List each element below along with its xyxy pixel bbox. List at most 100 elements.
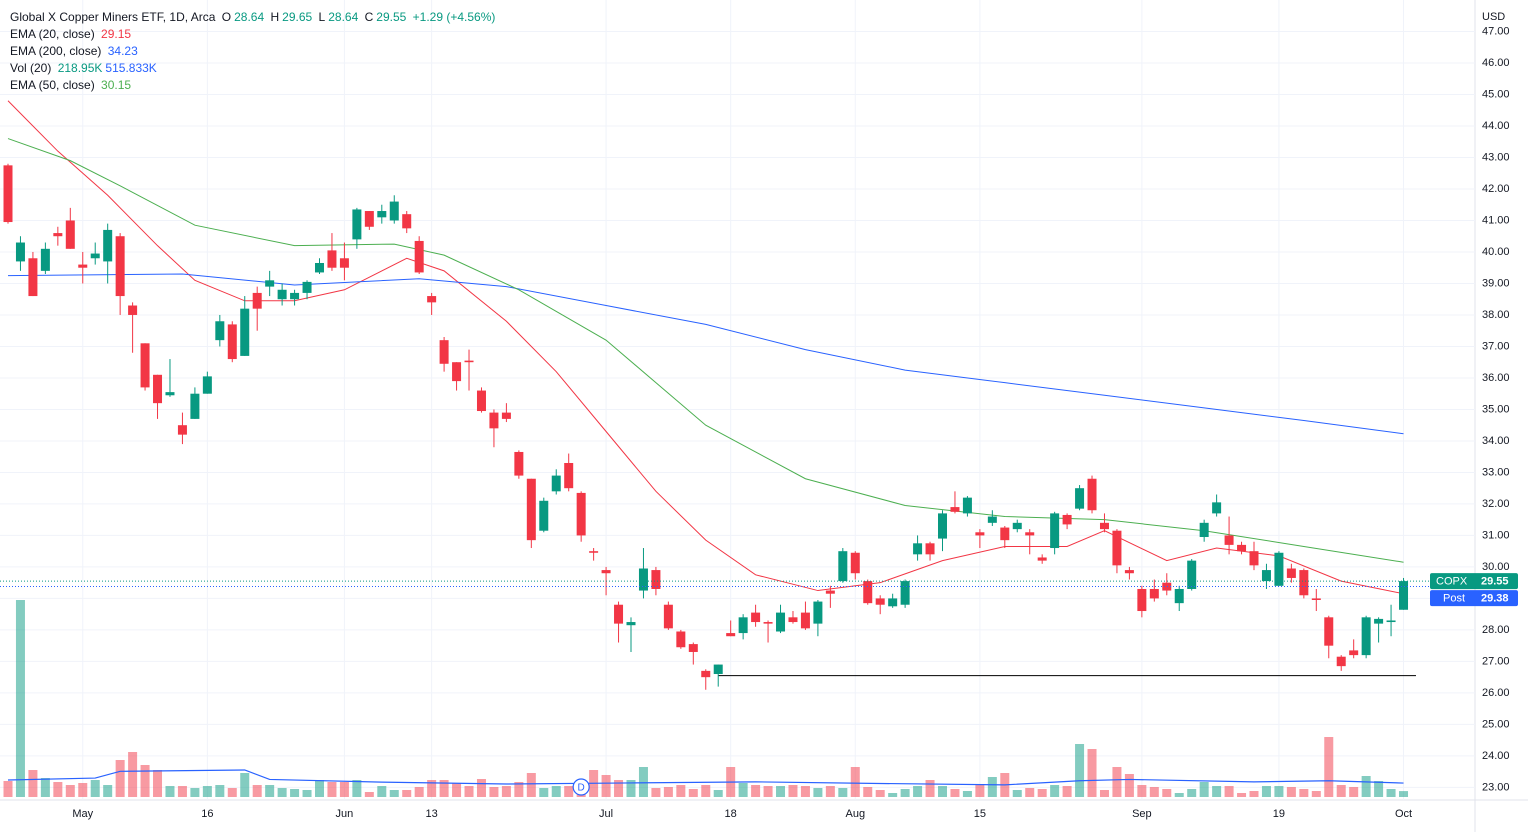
candle-body [987,516,997,523]
candle-body [925,543,935,555]
candle-body [726,633,736,637]
candle-body [900,581,910,605]
indicator-name: EMA (200, close) [10,44,102,58]
y-tick-label: 35.00 [1482,403,1510,415]
ohlc-value: 29.65 [282,10,313,24]
y-tick-label: 45.00 [1482,88,1510,100]
volume-bar [1349,787,1359,797]
y-tick-label: 36.00 [1482,372,1510,384]
candle-body [489,412,499,429]
candle-body [1174,588,1184,604]
candle-body [277,289,287,300]
volume-bar [1212,786,1222,797]
candle-body [701,670,711,678]
candle-body [614,604,624,624]
x-tick-label: 13 [426,808,438,820]
volume-bar [913,786,923,797]
ohlc-label: O [221,10,232,24]
candle-body [452,362,462,382]
candle-body [526,478,536,541]
candle-body [564,462,574,489]
candle-body [302,281,312,293]
volume-bar [701,785,711,797]
volume-bar [751,785,761,797]
candle-body [1311,598,1321,600]
volume-bar [327,782,337,797]
indicator-line: EMA (50, close) 30.15 [10,77,498,94]
candle-body [1237,544,1247,552]
y-tick-label: 27.00 [1482,655,1510,667]
volume-bar [265,785,275,797]
candle-body [65,220,75,249]
candle-body [1062,514,1072,525]
volume-bar [1137,785,1147,797]
candle-body [1374,618,1384,624]
y-tick-label: 37.00 [1482,340,1510,352]
y-tick-label: 26.00 [1482,687,1510,699]
candle-body [1199,522,1209,538]
volume-bar [763,786,773,797]
y-axis-label: USD [1482,11,1505,23]
volume-bar [177,786,187,797]
y-tick-label: 28.00 [1482,624,1510,636]
y-tick-label: 23.00 [1482,781,1510,793]
y-tick-label: 43.00 [1482,151,1510,163]
volume-bar [564,786,574,797]
candle-body [128,305,138,315]
candle-body [663,604,673,629]
volume-bar [1399,791,1409,797]
candle-body [1162,582,1172,591]
volume-bar [315,780,324,797]
volume-bar [352,780,362,797]
candle-body [1386,620,1396,623]
volume-bar [389,790,399,797]
candle-body [78,264,88,268]
y-tick-label: 32.00 [1482,498,1510,510]
candle-body [290,292,300,300]
volume-bar [128,752,138,797]
indicator-value: 30.15 [101,78,132,92]
volume-bar [140,765,150,797]
volume-bar [1237,793,1247,797]
volume-bar [1249,791,1259,797]
y-tick-label: 47.00 [1482,25,1510,37]
volume-bar [1087,749,1097,797]
volume-bar [302,790,312,797]
candle-body [676,631,686,648]
x-tick-label: Aug [845,808,865,820]
volume-bar [962,791,972,797]
y-tick-label: 30.00 [1482,561,1510,573]
volume-bar [1162,789,1172,797]
post-tag-label: Post [1443,593,1465,605]
candle-body [1087,478,1097,511]
x-tick-label: 16 [201,808,213,820]
volume-bar [676,785,686,797]
indicator-name: Vol (20) [10,61,52,75]
event-marker [572,778,590,796]
candle-body [103,229,113,262]
candle-body [1050,513,1060,549]
candle-body [888,598,898,607]
volume-bar [1311,791,1321,797]
candle-body [1261,570,1271,582]
candle-body [389,201,399,221]
last-price-label: 29.55 [1481,576,1509,588]
header-line: Global X Copper Miners ETF, 1D, Arca O 28… [10,9,498,26]
indicator-name: EMA (20, close) [10,27,95,41]
candle-body [252,292,262,309]
candle-body [227,324,237,360]
indicator-value: 515.833K [105,61,157,75]
candle-body [1000,527,1010,541]
volume-bar [800,786,810,797]
y-tick-label: 46.00 [1482,57,1510,69]
volume-bar [1099,790,1109,797]
symbol-title: Global X Copper Miners ETF, 1D, Arca [10,10,216,24]
volume-bar [1299,789,1309,797]
volume-bar [688,789,698,797]
x-tick-label: Jun [336,808,354,820]
candle-body [177,425,187,435]
candle-body [850,552,860,574]
candle-body [913,543,923,555]
volume-bar [975,784,985,797]
candle-body [1037,557,1047,561]
